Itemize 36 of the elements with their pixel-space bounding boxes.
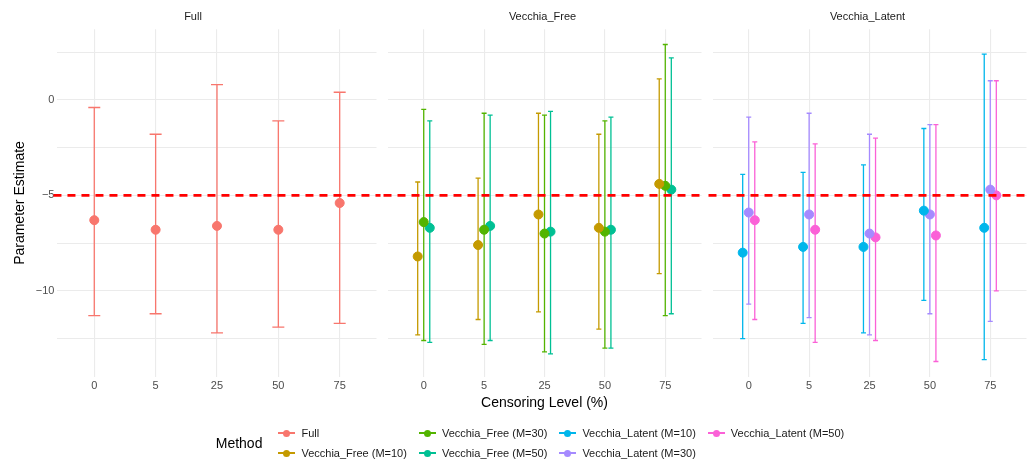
x-tick-label: 75 (984, 379, 997, 392)
x-tick-label: 50 (272, 379, 285, 392)
x-tick-label: 50 (598, 379, 612, 392)
x-axis-title: Censoring Level (%) (480, 394, 609, 410)
legend-label: Vecchia_Free (M=10) (301, 447, 407, 459)
legend-label: Vecchia_Latent (M=30) (582, 447, 696, 459)
legend-label: Vecchia_Latent (M=10) (582, 427, 696, 439)
legend-label: Vecchia_Free (M=30) (441, 427, 548, 439)
x-tick-label: 0 (91, 379, 98, 392)
point (150, 224, 161, 235)
legend-label: Full (301, 427, 320, 439)
legend-title: Method (215, 435, 263, 451)
x-tick-label: 25 (210, 379, 224, 392)
point (273, 224, 284, 235)
x-tick-label: 0 (745, 379, 752, 392)
point (211, 220, 222, 231)
y-tick-label: 0 (48, 92, 55, 105)
point (89, 215, 100, 226)
x-tick-label: 5 (481, 379, 488, 392)
chart-title: Vecchia_Latent (829, 9, 906, 22)
x-tick-label: 75 (659, 379, 672, 392)
x-tick-label: 25 (863, 379, 876, 392)
legend-label: Vecchia_Free (M=50) (441, 447, 548, 459)
x-tick-label: 25 (538, 379, 551, 392)
y-tick-label: −10 (35, 283, 55, 296)
chart-title: Vecchia_Free (508, 9, 577, 22)
x-tick-label: 50 (923, 379, 937, 392)
y-axis-title: Parameter Estimate (11, 140, 28, 265)
x-tick-label: 0 (420, 379, 427, 392)
y-tick-label: −5 (41, 188, 55, 201)
legend-label: Vecchia_Latent (M=50) (730, 427, 845, 439)
x-tick-label: 75 (333, 379, 346, 392)
x-tick-label: 5 (152, 379, 159, 392)
x-tick-label: 5 (806, 379, 813, 392)
chart-title: Full (184, 9, 202, 22)
point (334, 198, 345, 208)
